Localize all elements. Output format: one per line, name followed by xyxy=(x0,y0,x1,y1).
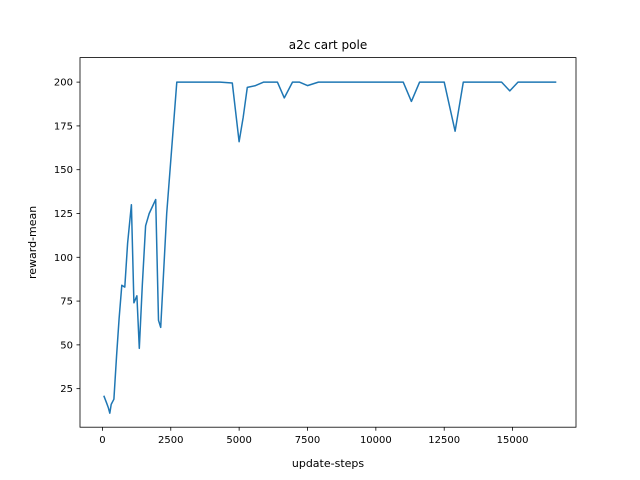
plot-frame xyxy=(79,57,577,428)
y-tick-label: 125 xyxy=(54,209,73,220)
x-axis-label: update-steps xyxy=(292,457,365,470)
x-tick-label: 7500 xyxy=(295,435,320,446)
y-axis: 25 50 75 100 125 150 175 200 xyxy=(54,78,80,395)
x-tick-label: 15000 xyxy=(497,435,529,446)
y-tick-label: 50 xyxy=(60,340,73,351)
y-tick-label: 25 xyxy=(60,384,73,395)
y-tick-label: 75 xyxy=(60,297,73,308)
plot-area xyxy=(103,81,557,414)
x-tick-label: 2500 xyxy=(158,435,183,446)
x-tick-label: 12500 xyxy=(428,435,460,446)
x-tick-label: 10000 xyxy=(360,435,392,446)
chart-title: a2c cart pole xyxy=(289,38,367,52)
y-tick-label: 150 xyxy=(54,165,73,176)
x-tick-label: 0 xyxy=(99,435,105,446)
x-axis: 0 2500 5000 7500 10000 12500 15000 xyxy=(99,427,528,446)
series-line-0 xyxy=(103,81,557,414)
y-tick-label: 100 xyxy=(54,253,73,264)
y-tick-label: 200 xyxy=(54,78,73,89)
y-axis-label: reward-mean xyxy=(26,206,39,279)
x-tick-label: 5000 xyxy=(226,435,251,446)
y-tick-label: 175 xyxy=(54,121,73,132)
